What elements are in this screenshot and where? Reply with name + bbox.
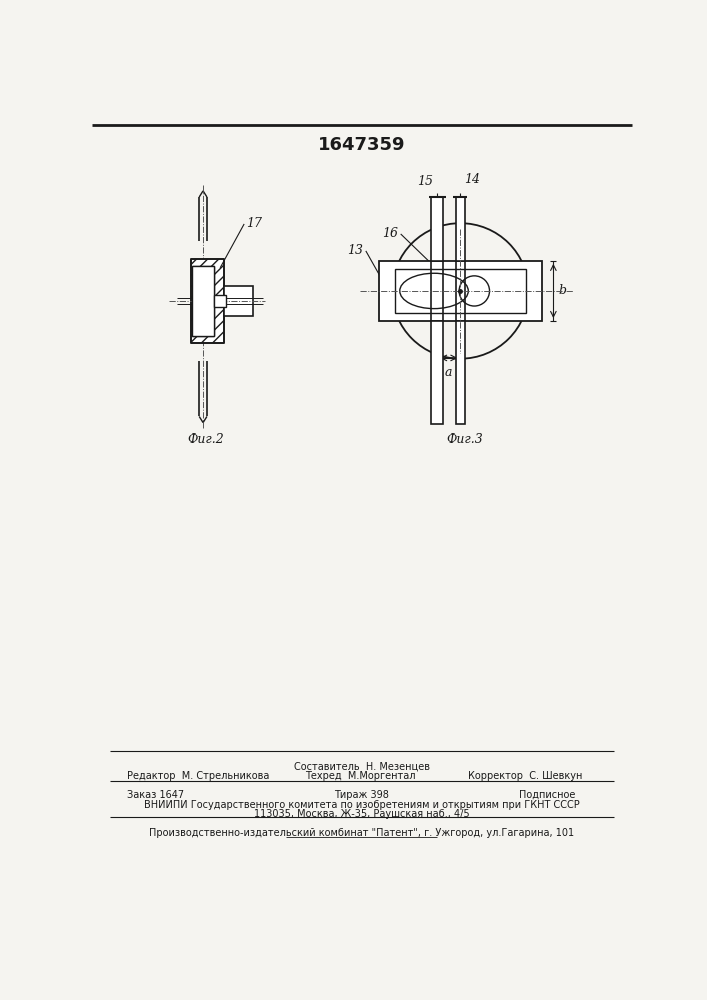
Text: 14: 14 <box>464 173 480 186</box>
Bar <box>192 266 214 336</box>
Text: 13: 13 <box>348 244 363 257</box>
Text: Подписное: Подписное <box>519 790 575 800</box>
Text: Заказ 1647: Заказ 1647 <box>127 790 185 800</box>
Bar <box>214 295 226 307</box>
Text: b: b <box>559 284 567 297</box>
Text: Корректор  С. Шевкун: Корректор С. Шевкун <box>468 771 583 781</box>
Text: Редактор  М. Стрельникова: Редактор М. Стрельникова <box>127 771 269 781</box>
Bar <box>431 197 443 261</box>
Text: 113035, Москва, Ж-35, Раушская наб., 4/5: 113035, Москва, Ж-35, Раушская наб., 4/5 <box>254 809 469 819</box>
Text: a: a <box>445 366 452 379</box>
Bar <box>192 259 224 343</box>
Text: Фиг.3: Фиг.3 <box>446 433 483 446</box>
Text: 16: 16 <box>382 227 398 240</box>
Text: Тираж 398: Тираж 398 <box>334 790 390 800</box>
Bar <box>431 321 443 424</box>
Text: Техред  М.Моргентал: Техред М.Моргентал <box>305 771 416 781</box>
Text: 17: 17 <box>246 217 262 230</box>
Text: 15: 15 <box>417 175 433 188</box>
Text: Фиг.2: Фиг.2 <box>187 433 224 446</box>
Text: Составитель  Н. Мезенцев: Составитель Н. Мезенцев <box>294 761 430 771</box>
Text: ВНИИПИ Государственного комитета по изобретениям и открытиям при ГКНТ СССР: ВНИИПИ Государственного комитета по изоб… <box>144 800 580 810</box>
Bar <box>456 321 465 424</box>
Text: Производственно-издательский комбинат "Патент", г. Ужгород, ул.Гагарина, 101: Производственно-издательский комбинат "П… <box>149 828 575 838</box>
Bar <box>395 269 526 312</box>
Bar <box>224 286 253 316</box>
Bar <box>379 261 542 321</box>
Text: 1647359: 1647359 <box>318 136 406 154</box>
Bar <box>456 197 465 261</box>
Bar <box>192 266 214 336</box>
